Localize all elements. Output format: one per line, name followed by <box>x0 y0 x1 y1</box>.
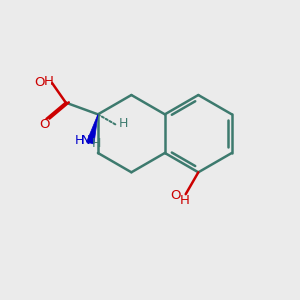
Text: H: H <box>74 134 84 147</box>
Text: H: H <box>92 136 101 149</box>
Text: O: O <box>40 118 50 131</box>
Text: H: H <box>119 118 128 130</box>
Text: H: H <box>44 75 53 88</box>
Text: O: O <box>34 76 45 89</box>
Text: H: H <box>179 194 189 207</box>
Polygon shape <box>86 114 98 144</box>
Text: O: O <box>170 189 181 202</box>
Text: N: N <box>81 134 91 147</box>
